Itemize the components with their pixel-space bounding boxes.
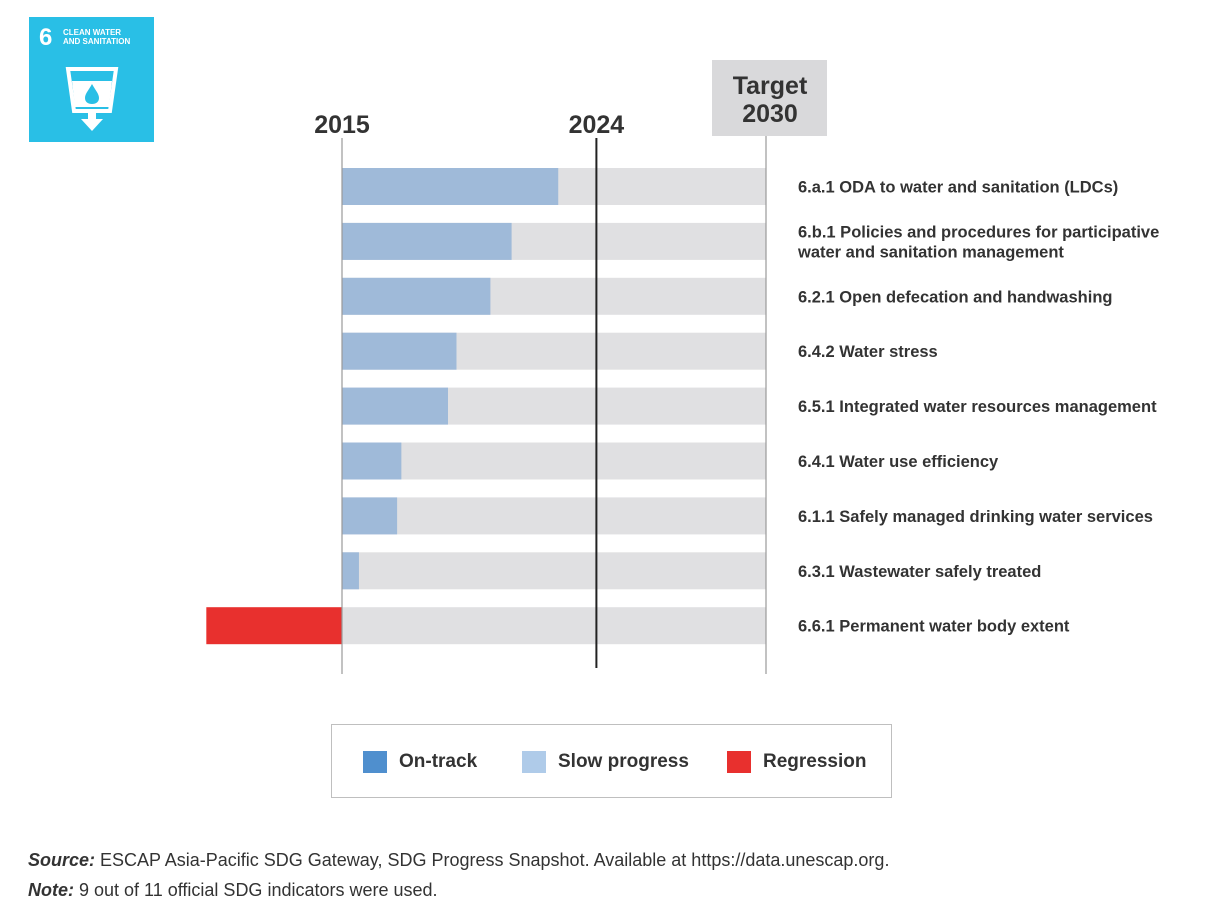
category-label: 6.6.1 Permanent water body extent <box>798 618 1070 636</box>
marker-label-2015: 2015 <box>314 111 370 139</box>
marker-label-target: Target <box>733 72 808 100</box>
marker-label-2024: 2024 <box>569 111 625 139</box>
water-glass-icon <box>65 67 119 131</box>
target-box <box>712 60 827 136</box>
legend-item-slow-progress: Slow progress <box>522 751 689 773</box>
bar-slow <box>342 277 491 315</box>
source-line: Source: ESCAP Asia-Pacific SDG Gateway, … <box>28 845 889 875</box>
legend-label-regression: Regression <box>763 751 867 772</box>
sdg-6-logo: 6 CLEAN WATER AND SANITATION <box>29 17 154 142</box>
bar-track <box>342 442 766 480</box>
sdg-name: CLEAN WATER AND SANITATION <box>63 28 143 46</box>
sdg-name-line1: CLEAN WATER <box>63 28 122 37</box>
category-label: 6.5.1 Integrated water resources managem… <box>798 398 1157 416</box>
category-label: 6.a.1 ODA to water and sanitation (LDCs) <box>798 179 1118 197</box>
sdg-name-line2: AND SANITATION <box>63 37 131 46</box>
category-label: 6.1.1 Safely managed drinking water serv… <box>798 508 1153 526</box>
progress-chart: 6.a.1 ODA to water and sanitation (LDCs)… <box>206 60 1159 674</box>
category-label: water and sanitation management <box>797 243 1064 261</box>
sdg-number: 6 <box>39 24 53 51</box>
bar-slow <box>342 168 559 205</box>
legend-swatch-on-track <box>363 751 387 773</box>
legend-item-regression: Regression <box>727 751 866 773</box>
legend-swatch-slow-progress <box>522 751 546 773</box>
legend-label-on-track: On-track <box>399 751 478 772</box>
note-line: Note: 9 out of 11 official SDG indicator… <box>28 875 889 905</box>
category-label: 6.b.1 Policies and procedures for partic… <box>798 223 1159 241</box>
bar-track <box>342 552 766 590</box>
category-label: 6.4.1 Water use efficiency <box>798 453 999 471</box>
legend: On-track Slow progress Regression <box>331 724 892 798</box>
legend-swatch-regression <box>727 751 751 773</box>
category-label: 6.3.1 Wastewater safely treated <box>798 563 1041 581</box>
footer: Source: ESCAP Asia-Pacific SDG Gateway, … <box>28 845 889 905</box>
source-label: Source: <box>28 850 96 870</box>
category-label: 6.2.1 Open defecation and handwashing <box>798 288 1112 306</box>
note-text: 9 out of 11 official SDG indicators were… <box>74 880 438 900</box>
bar-slow <box>342 222 512 260</box>
legend-item-on-track: On-track <box>363 751 477 773</box>
source-text: ESCAP Asia-Pacific SDG Gateway, SDG Prog… <box>95 850 890 870</box>
bar-slow <box>342 552 359 590</box>
bar-slow <box>342 387 448 425</box>
bar-track <box>342 497 766 535</box>
bar-slow <box>342 332 457 370</box>
legend-label-slow-progress: Slow progress <box>558 751 689 772</box>
category-label: 6.4.2 Water stress <box>798 343 938 361</box>
bar-track <box>342 607 766 645</box>
bar-regression <box>206 607 342 645</box>
bar-slow <box>342 442 402 480</box>
marker-label-target: 2030 <box>742 100 798 128</box>
note-label: Note: <box>28 880 74 900</box>
bar-slow <box>342 497 398 535</box>
